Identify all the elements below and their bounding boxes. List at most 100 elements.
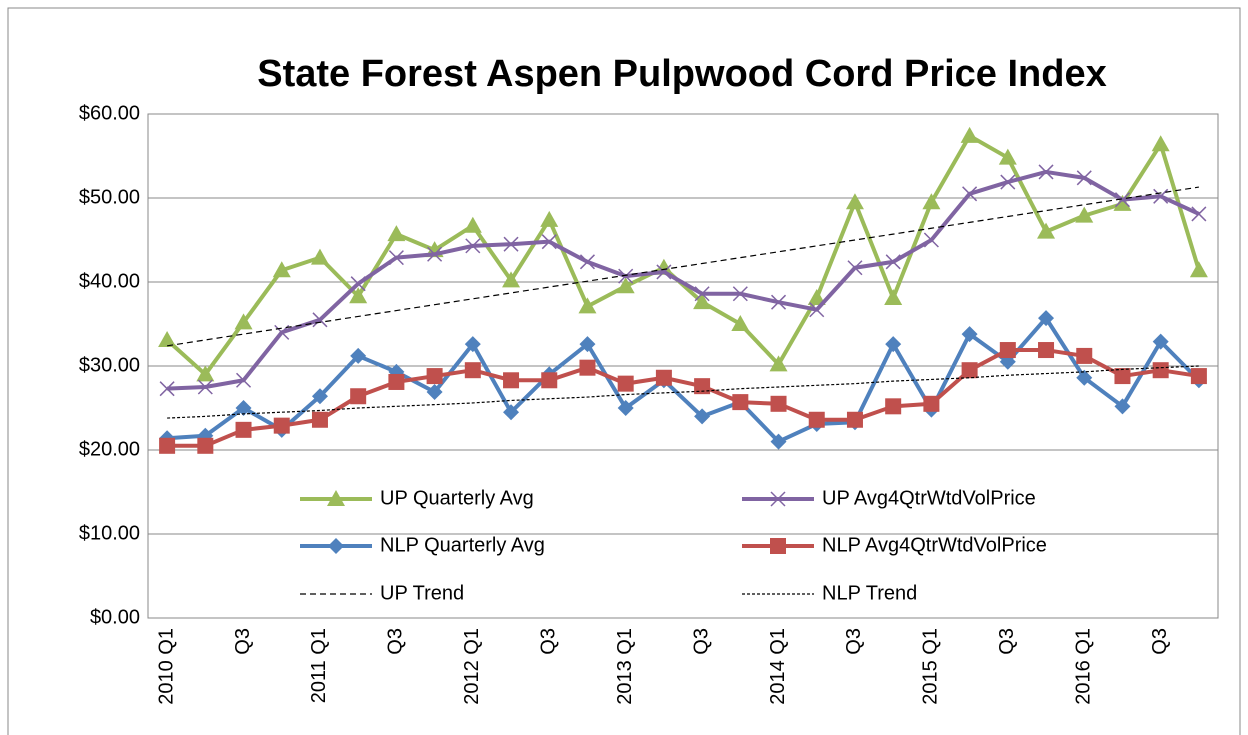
marker (693, 293, 712, 310)
marker (234, 313, 253, 330)
marker (885, 336, 902, 353)
marker (845, 193, 864, 210)
x-tick-label: 2012 Q1 (461, 628, 483, 705)
marker (1038, 164, 1054, 180)
marker (1190, 368, 1207, 385)
marker (1037, 222, 1056, 239)
marker (846, 411, 863, 428)
marker (1152, 362, 1169, 379)
marker (197, 437, 214, 454)
marker (503, 372, 520, 389)
marker (541, 234, 557, 250)
marker (771, 294, 787, 310)
x-tick-label: 2014 Q1 (767, 628, 789, 705)
series-line (167, 365, 1199, 419)
marker (579, 359, 596, 376)
marker (464, 336, 481, 353)
marker (465, 238, 481, 254)
marker (540, 210, 559, 227)
marker (1151, 135, 1170, 152)
series-line (166, 316, 1201, 444)
marker (1114, 368, 1131, 385)
marker (426, 368, 443, 385)
legend-label: NLP Avg4QtrWtdVolPrice (822, 534, 1047, 556)
marker (197, 379, 213, 395)
marker (770, 491, 786, 507)
x-tick-label: Q3 (690, 628, 712, 655)
marker (273, 417, 290, 434)
marker (961, 326, 978, 343)
marker (426, 384, 443, 401)
x-tick-label: Q3 (385, 628, 407, 655)
marker (503, 404, 520, 421)
y-tick-label: $50.00 (79, 186, 140, 208)
marker (158, 330, 177, 347)
marker (464, 362, 481, 379)
marker (1000, 174, 1016, 190)
marker (311, 388, 328, 405)
marker (694, 378, 711, 395)
marker (962, 186, 978, 202)
marker (770, 395, 787, 412)
marker (388, 373, 405, 390)
x-tick-label: Q3 (996, 628, 1018, 655)
marker (350, 276, 366, 292)
marker (1189, 261, 1208, 278)
marker (159, 381, 175, 397)
marker (236, 372, 252, 388)
marker (350, 347, 367, 364)
marker (885, 254, 901, 270)
marker (1152, 333, 1169, 350)
marker (1076, 170, 1092, 186)
x-tick-label: 2013 Q1 (614, 628, 636, 705)
y-tick-label: $30.00 (79, 354, 140, 376)
marker (923, 395, 940, 412)
y-tick-label: $20.00 (79, 438, 140, 460)
legend-label: UP Avg4QtrWtdVolPrice (822, 487, 1036, 509)
marker (960, 126, 979, 143)
marker (617, 400, 634, 416)
marker (1076, 347, 1093, 364)
marker (503, 236, 519, 252)
marker (999, 342, 1016, 359)
marker (541, 372, 558, 389)
marker (808, 411, 825, 428)
marker (579, 336, 596, 353)
legend-label: UP Trend (380, 582, 464, 604)
marker (1076, 369, 1093, 386)
marker (387, 225, 406, 242)
marker (388, 250, 404, 266)
marker (328, 538, 344, 554)
marker (770, 538, 786, 554)
x-tick-label: Q3 (843, 628, 865, 655)
series-line (167, 348, 1200, 448)
marker (310, 248, 329, 265)
x-tick-label: 2011 Q1 (308, 628, 330, 703)
legend-label: NLP Quarterly Avg (380, 534, 545, 556)
marker (884, 288, 903, 305)
marker (616, 277, 635, 294)
marker (1114, 398, 1131, 415)
marker (618, 268, 634, 284)
marker (349, 287, 368, 304)
x-tick-label: Q3 (1149, 628, 1171, 655)
marker (922, 193, 941, 210)
x-tick-label: 2015 Q1 (920, 628, 942, 705)
marker (847, 260, 863, 276)
x-tick-label: 2016 Q1 (1073, 628, 1095, 705)
marker (694, 286, 710, 302)
marker (1191, 206, 1207, 222)
x-tick-label: 2010 Q1 (155, 628, 177, 705)
legend-label: UP Quarterly Avg (380, 487, 534, 509)
x-tick-label: Q3 (538, 628, 560, 655)
y-tick-label: $60.00 (79, 102, 140, 124)
marker (579, 254, 595, 270)
marker (463, 216, 482, 233)
marker (694, 408, 711, 425)
x-tick-label: Q3 (232, 628, 254, 655)
marker (159, 437, 176, 454)
chart-title: State Forest Aspen Pulpwood Cord Price I… (257, 53, 1107, 95)
marker (1038, 310, 1055, 327)
marker (885, 398, 902, 415)
